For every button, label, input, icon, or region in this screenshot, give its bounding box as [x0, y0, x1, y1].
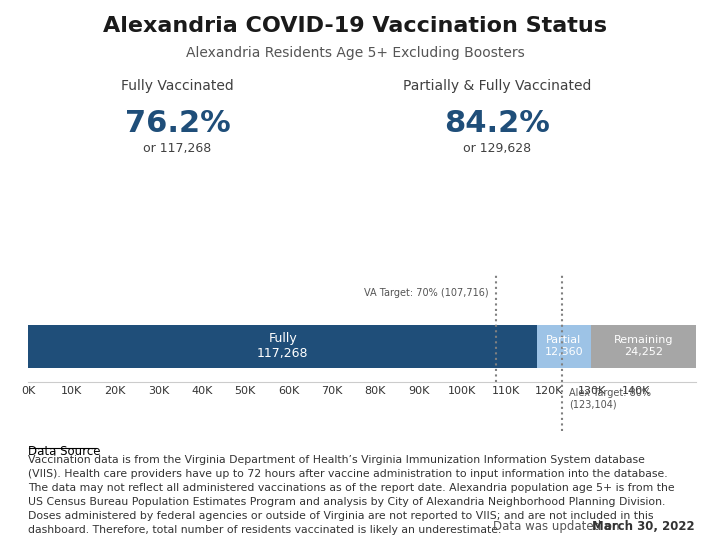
- Text: Data Source: Data Source: [28, 445, 101, 458]
- Text: or 117,268: or 117,268: [143, 142, 212, 155]
- Bar: [28, 325, 537, 367]
- Text: Data was updated on: Data was updated on: [493, 520, 623, 533]
- Text: 76.2%: 76.2%: [125, 109, 230, 138]
- Text: Vaccination data is from the Virginia Department of Health’s Virginia Immunizati: Vaccination data is from the Virginia De…: [28, 455, 675, 535]
- Text: 84.2%: 84.2%: [444, 109, 550, 138]
- Text: Remaining
24,252: Remaining 24,252: [613, 335, 673, 357]
- Text: or 129,628: or 129,628: [463, 142, 531, 155]
- Text: Fully Vaccinated: Fully Vaccinated: [121, 79, 234, 93]
- Text: Alexandria COVID-19 Vaccination Status: Alexandria COVID-19 Vaccination Status: [103, 16, 607, 37]
- Text: Fully
117,268: Fully 117,268: [257, 332, 308, 360]
- Text: Alexandria Residents Age 5+ Excluding Boosters: Alexandria Residents Age 5+ Excluding Bo…: [185, 46, 525, 60]
- Text: VA Target: 70% (107,716): VA Target: 70% (107,716): [364, 288, 489, 299]
- Bar: [537, 325, 591, 367]
- Text: Partial
12,360: Partial 12,360: [545, 335, 583, 357]
- Bar: [591, 325, 696, 367]
- Text: Partially & Fully Vaccinated: Partially & Fully Vaccinated: [403, 79, 591, 93]
- Text: March 30, 2022: March 30, 2022: [591, 520, 694, 533]
- Text: Alex Target: 80%
(123,104): Alex Target: 80% (123,104): [569, 388, 651, 409]
